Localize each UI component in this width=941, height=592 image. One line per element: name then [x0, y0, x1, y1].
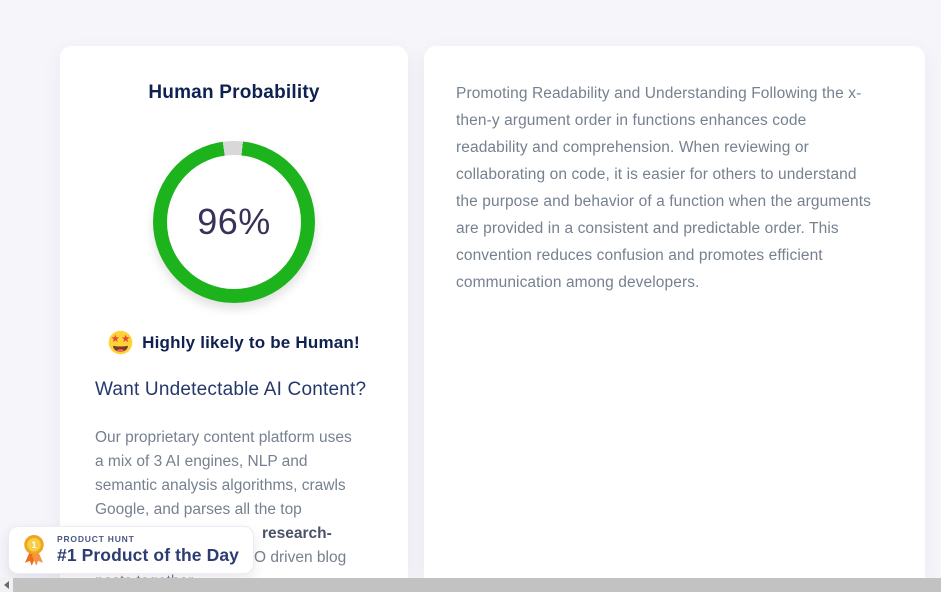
scroll-left-arrow-icon	[4, 581, 9, 589]
star-struck-emoji-icon	[108, 330, 133, 355]
analyzed-text: Promoting Readability and Understanding …	[456, 85, 872, 291]
cta-heading: Want Undetectable AI Content?	[95, 379, 367, 400]
product-hunt-badge[interactable]: 1 PRODUCT HUNT #1 Product of the Day	[8, 526, 254, 574]
analyzed-content-card: Promoting Readability and Understanding …	[424, 46, 925, 578]
verdict-row: Highly likely to be Human!	[60, 330, 408, 355]
verdict-text: Highly likely to be Human!	[142, 332, 360, 352]
human-probability-gauge: 96%	[153, 141, 315, 303]
human-probability-card: Human Probability 96% Highly likely to b…	[60, 46, 408, 590]
platform-description-line-5: research-	[60, 522, 408, 546]
award-title: #1 Product of the Day	[57, 545, 239, 565]
gauge-percent-label: 96%	[197, 201, 271, 242]
medal-icon: 1	[24, 535, 44, 566]
scrollbar-thumb[interactable]	[13, 578, 941, 592]
platform-description-line-6: O driven blog	[254, 549, 347, 566]
scroll-left-button[interactable]	[0, 578, 13, 592]
research-bold-fragment: research-	[262, 525, 332, 542]
product-hunt-label: PRODUCT HUNT	[57, 534, 135, 544]
platform-description: Our proprietary content platform uses a …	[95, 429, 352, 518]
gauge-hole: 96%	[167, 155, 301, 289]
card-title: Human Probability	[148, 82, 320, 103]
medal-number: 1	[31, 540, 36, 550]
horizontal-scrollbar[interactable]	[0, 578, 941, 592]
badge-text-block: PRODUCT HUNT #1 Product of the Day	[57, 534, 239, 566]
